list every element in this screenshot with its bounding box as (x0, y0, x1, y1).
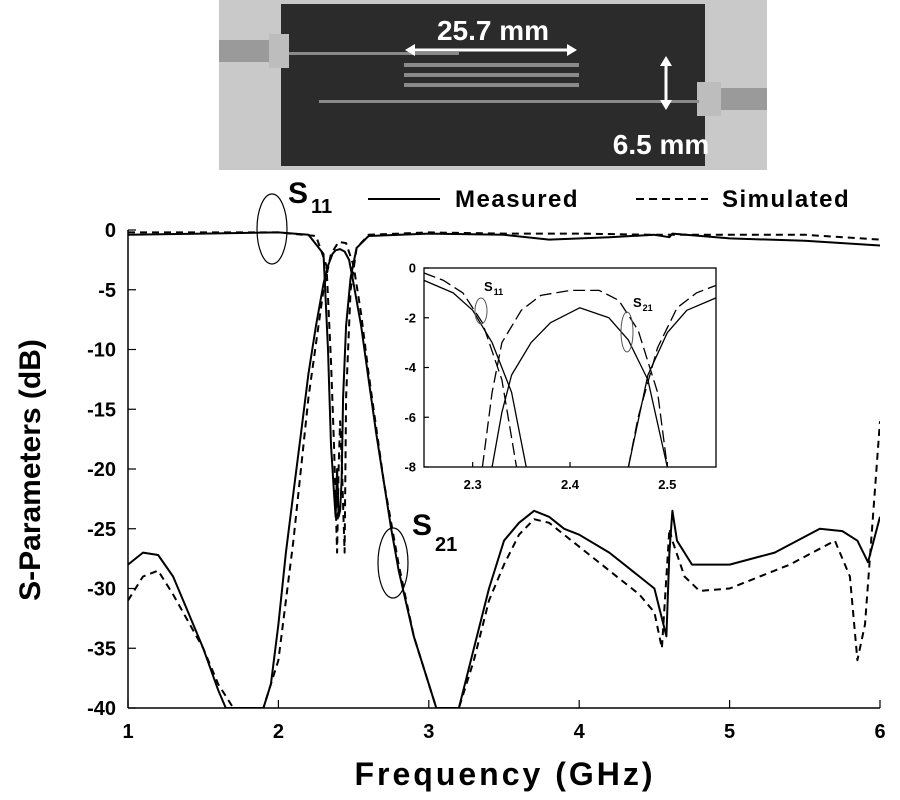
inset-y-tick-label: -6 (404, 410, 416, 425)
main-x-tick-label: 1 (122, 721, 133, 743)
main-x-axis-title: Frequency (GHz) (354, 756, 655, 792)
inset-simulated-s21-line (481, 289, 668, 467)
main-y-tick-label: -20 (87, 459, 116, 481)
inset-measured-s21-line (491, 307, 668, 467)
main-y-tick-label: -15 (87, 399, 116, 421)
main-y-tick-label: -30 (87, 579, 116, 601)
resonator-middle (404, 73, 579, 77)
inset-y-tick-label: -4 (404, 360, 416, 375)
main-x-tick-label: 4 (574, 721, 586, 743)
main-x-tick-label: 5 (724, 721, 735, 743)
arrowhead-right (567, 44, 577, 56)
s21-annotation: S21 (412, 509, 457, 556)
main-x-tick-label: 2 (273, 721, 284, 743)
inset-plot-frame (423, 267, 717, 468)
inset-s11-annotation: S11 (484, 279, 503, 297)
main-y-tick-label: -10 (87, 340, 116, 362)
width-label: 6.5 mm (613, 129, 710, 160)
resonator-bottom (404, 83, 579, 87)
inset-simulated-s11-line (424, 272, 518, 467)
main-x-tick-label: 3 (423, 721, 434, 743)
main-y-tick-label: 0 (105, 220, 116, 242)
legend-simulated-label: Simulated (722, 186, 850, 213)
inset-y-tick-label: 0 (409, 261, 416, 276)
inset-x-tick-label: 2.5 (658, 477, 676, 492)
s21-marker-ellipse (377, 527, 409, 599)
main-simulated-s21-line (128, 240, 880, 708)
main-annotations: S 11 S21 (256, 177, 457, 599)
inset-annotations: S11 S21 (474, 279, 653, 353)
arrowhead-down (660, 100, 672, 110)
inset-x-tick-label: 2.3 (464, 477, 482, 492)
feed-line-left (289, 52, 459, 55)
legend: Measured Simulated (368, 186, 850, 213)
arrowhead-left (405, 44, 415, 56)
main-simulated-s11-line (128, 231, 880, 554)
inset-measured-s11-line (424, 279, 527, 467)
inset-simulated-s11-b-line (627, 284, 716, 467)
main-y-tick-label: -5 (98, 280, 116, 302)
connector-flange-left (269, 34, 289, 68)
sma-connector-left (219, 40, 275, 62)
main-x-tick-label: 6 (874, 721, 885, 743)
inset-x-tick-label: 2.4 (561, 477, 580, 492)
connector-flange-right (697, 82, 721, 116)
main-y-axis-title: S-Parameters (dB) (14, 339, 47, 601)
main-y-tick-label: -25 (87, 519, 116, 541)
sma-connector-right (717, 88, 767, 110)
legend-measured-label: Measured (455, 186, 579, 213)
inset-y-tick-label: -2 (404, 310, 416, 325)
inset-s21-ellipse (620, 311, 634, 353)
main-y-tick-label: -40 (87, 698, 116, 720)
main-y-tick-label: -35 (87, 638, 116, 660)
inset-y-tick-label: -8 (404, 460, 416, 475)
inset-axes: 2.3 2.4 2.5 0 -2 -4 -6 -8 (404, 261, 717, 492)
s11-marker-ellipse (256, 193, 288, 265)
s11-annotation: S 11 (288, 177, 332, 218)
feed-line-right (319, 100, 699, 103)
arrowhead-up (660, 56, 672, 66)
resonator-top (404, 63, 579, 67)
inset-s11-ellipse (474, 297, 488, 325)
inset-s21-annotation: S21 (633, 295, 653, 313)
inset-series (424, 272, 716, 467)
main-measured-s11-line (128, 231, 880, 518)
length-label: 25.7 mm (437, 15, 549, 46)
filter-photo: 25.7 mm 6.5 mm (219, 0, 767, 170)
